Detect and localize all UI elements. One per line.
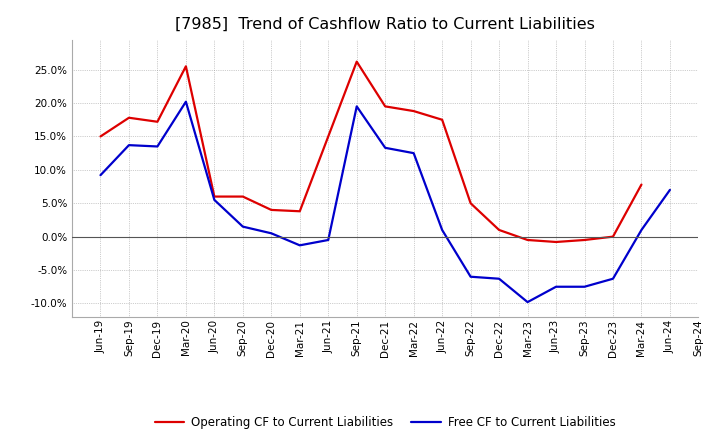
Free CF to Current Liabilities: [608, 276, 617, 281]
Operating CF to Current Liabilities: [125, 115, 133, 121]
Free CF to Current Liabilities: [495, 276, 503, 281]
Operating CF to Current Liabilities: [580, 237, 589, 242]
Free CF to Current Liabilities: [552, 284, 560, 290]
Operating CF to Current Liabilities: [552, 239, 560, 245]
Operating CF to Current Liabilities: [438, 117, 446, 122]
Operating CF to Current Liabilities: [267, 207, 276, 213]
Operating CF to Current Liabilities: [210, 194, 219, 199]
Free CF to Current Liabilities: [438, 227, 446, 233]
Operating CF to Current Liabilities: [495, 227, 503, 233]
Free CF to Current Liabilities: [580, 284, 589, 290]
Free CF to Current Liabilities: [523, 300, 532, 305]
Operating CF to Current Liabilities: [410, 108, 418, 114]
Free CF to Current Liabilities: [637, 227, 646, 233]
Free CF to Current Liabilities: [96, 172, 105, 178]
Operating CF to Current Liabilities: [96, 134, 105, 139]
Operating CF to Current Liabilities: [295, 209, 304, 214]
Operating CF to Current Liabilities: [324, 134, 333, 139]
Free CF to Current Liabilities: [324, 237, 333, 242]
Free CF to Current Liabilities: [665, 187, 674, 193]
Operating CF to Current Liabilities: [181, 64, 190, 69]
Free CF to Current Liabilities: [381, 145, 390, 150]
Free CF to Current Liabilities: [267, 231, 276, 236]
Operating CF to Current Liabilities: [467, 201, 475, 206]
Free CF to Current Liabilities: [210, 197, 219, 202]
Operating CF to Current Liabilities: [608, 234, 617, 239]
Line: Free CF to Current Liabilities: Free CF to Current Liabilities: [101, 102, 670, 302]
Operating CF to Current Liabilities: [381, 104, 390, 109]
Legend: Operating CF to Current Liabilities, Free CF to Current Liabilities: Operating CF to Current Liabilities, Fre…: [150, 411, 621, 434]
Free CF to Current Liabilities: [153, 144, 162, 149]
Operating CF to Current Liabilities: [238, 194, 247, 199]
Free CF to Current Liabilities: [410, 150, 418, 156]
Free CF to Current Liabilities: [238, 224, 247, 229]
Line: Operating CF to Current Liabilities: Operating CF to Current Liabilities: [101, 62, 642, 242]
Free CF to Current Liabilities: [181, 99, 190, 104]
Free CF to Current Liabilities: [125, 143, 133, 148]
Operating CF to Current Liabilities: [153, 119, 162, 125]
Operating CF to Current Liabilities: [637, 182, 646, 187]
Operating CF to Current Liabilities: [523, 237, 532, 242]
Title: [7985]  Trend of Cashflow Ratio to Current Liabilities: [7985] Trend of Cashflow Ratio to Curren…: [175, 16, 595, 32]
Free CF to Current Liabilities: [352, 104, 361, 109]
Operating CF to Current Liabilities: [352, 59, 361, 64]
Free CF to Current Liabilities: [295, 243, 304, 248]
Free CF to Current Liabilities: [467, 274, 475, 279]
